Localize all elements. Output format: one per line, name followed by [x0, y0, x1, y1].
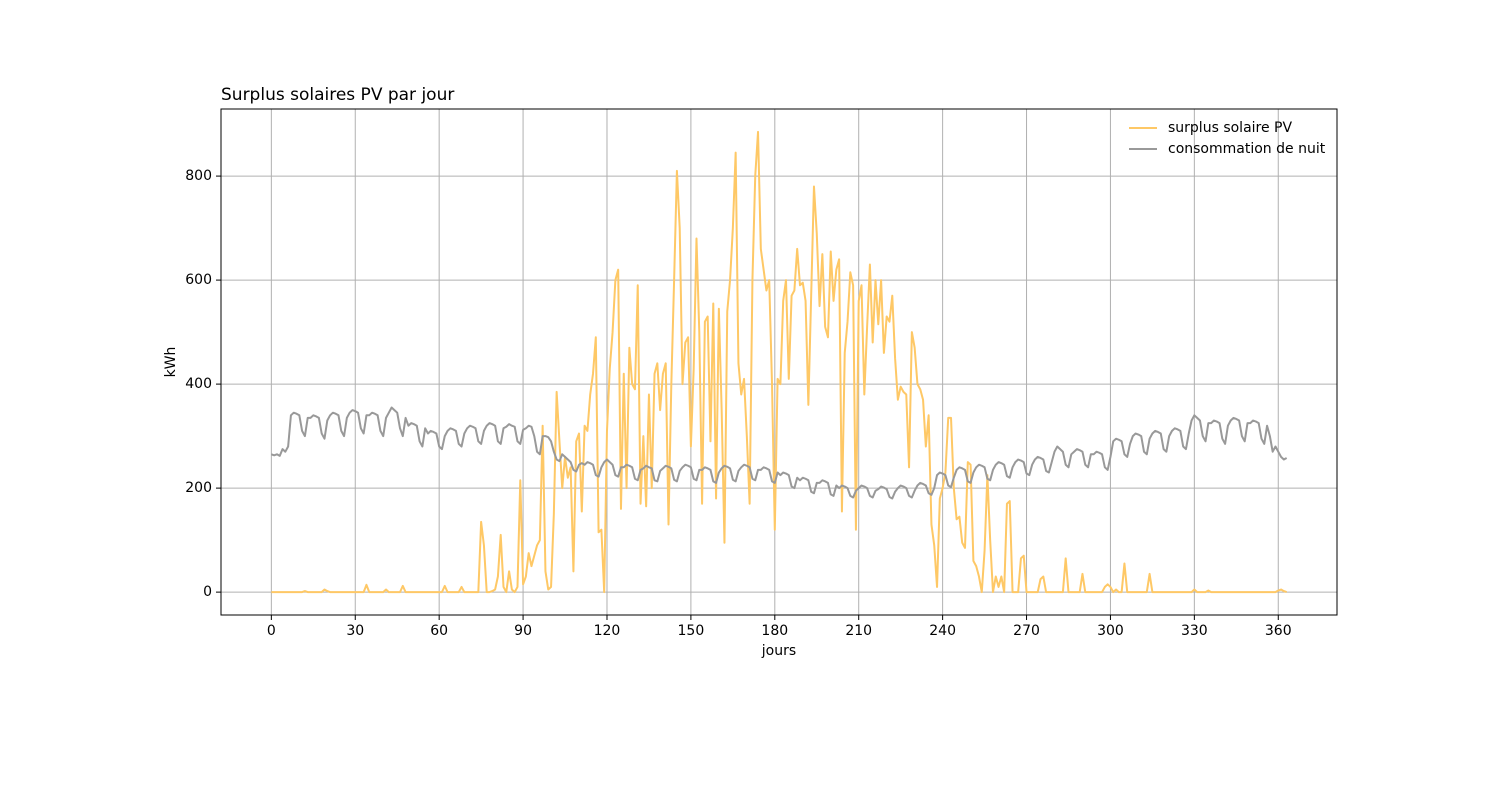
y-axis-label: kWh — [163, 347, 179, 378]
x-tick-label: 210 — [845, 623, 872, 639]
plot-frame — [220, 108, 1338, 616]
x-tick-label: 180 — [761, 623, 788, 639]
x-tick-label: 360 — [1265, 623, 1292, 639]
x-axis-label: jours — [761, 643, 796, 659]
x-tick-label: 330 — [1181, 623, 1208, 639]
y-tick-label: 400 — [185, 376, 212, 392]
y-tick-label: 200 — [185, 480, 212, 496]
x-tick-label: 30 — [346, 623, 364, 639]
y-tick-label: 800 — [185, 168, 212, 184]
chart-title: Surplus solaires PV par jour — [221, 85, 454, 105]
legend-label: surplus solaire PV — [1168, 120, 1292, 136]
legend-label: consommation de nuit — [1168, 141, 1326, 157]
x-tick-label: 60 — [430, 623, 448, 639]
x-tick-label: 0 — [267, 623, 276, 639]
x-tick-label: 90 — [514, 623, 532, 639]
x-tick-label: 120 — [594, 623, 621, 639]
x-tick-label: 150 — [678, 623, 705, 639]
series-line — [271, 406, 1288, 500]
x-tick-label: 270 — [1013, 623, 1040, 639]
x-tick-label: 240 — [929, 623, 956, 639]
x-tick-label: 300 — [1097, 623, 1124, 639]
series-line — [271, 130, 1287, 594]
y-tick-label: 0 — [203, 584, 212, 600]
y-tick-label: 600 — [185, 272, 212, 288]
